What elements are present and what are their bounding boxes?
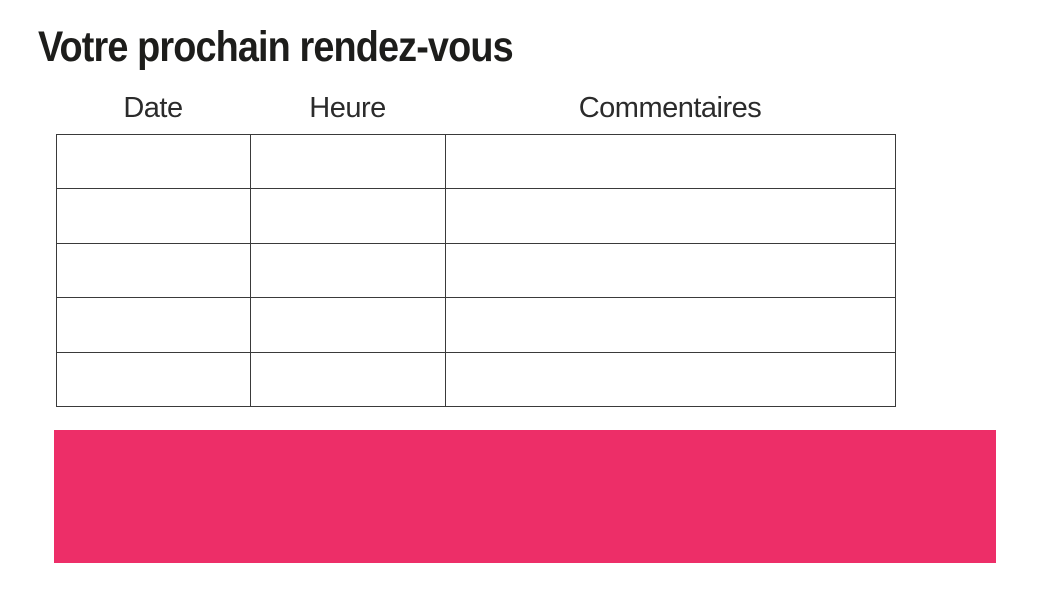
table-cell [445, 242, 896, 299]
table-cell [250, 351, 446, 408]
table-cell [445, 133, 896, 190]
table-row [56, 297, 896, 353]
table-row [56, 351, 896, 408]
table-cell [56, 242, 251, 299]
table-cell [56, 351, 251, 408]
table-row [56, 133, 896, 190]
table-cell [250, 133, 446, 190]
table-cell [56, 188, 251, 244]
table-cell [56, 133, 251, 190]
column-header-date: Date [123, 92, 183, 124]
table-column-headers: Date Heure Commentaires [56, 92, 895, 124]
column-header-commentaires: Commentaires [578, 92, 762, 124]
column-header-heure: Heure [309, 92, 386, 124]
appointment-table [56, 133, 896, 408]
table-cell [250, 242, 446, 299]
table-cell [445, 188, 896, 244]
table-cell [445, 297, 896, 353]
highlight-band [54, 430, 996, 563]
table-cell [56, 297, 251, 353]
table-cell [445, 351, 896, 408]
table-cell [250, 297, 446, 353]
table-cell [250, 188, 446, 244]
table-row [56, 242, 896, 299]
page-title: Votre prochain rendez-vous [38, 23, 514, 71]
table-row [56, 188, 896, 244]
